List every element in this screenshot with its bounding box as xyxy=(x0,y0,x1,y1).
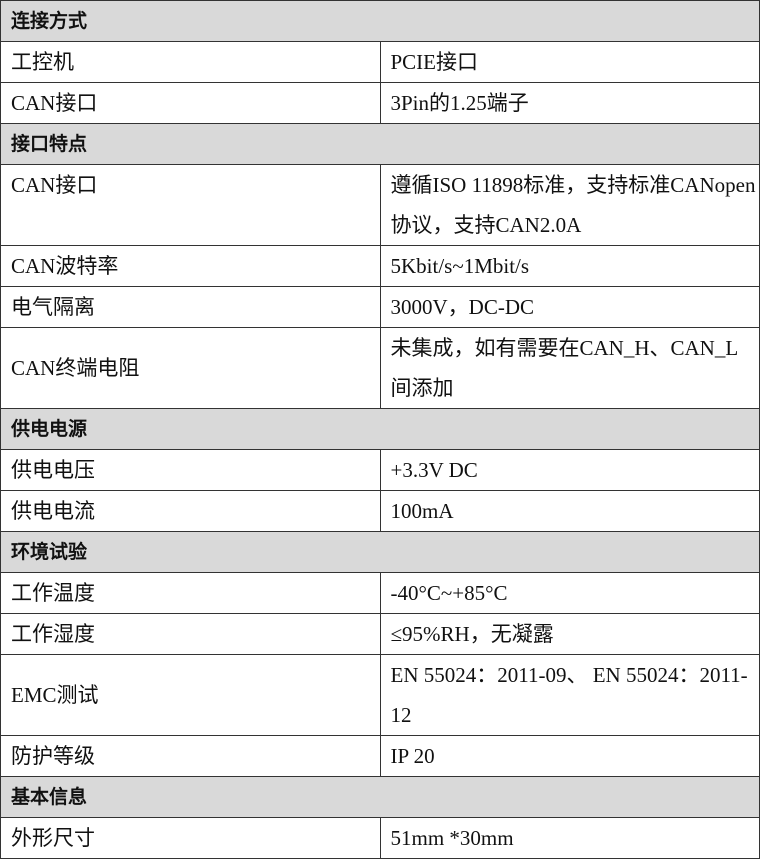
section-title: 环境试验 xyxy=(0,531,760,573)
row-label: CAN波特率 xyxy=(0,245,381,287)
row-label: CAN接口 xyxy=(0,164,381,246)
table-row: 供电电流 100mA xyxy=(0,490,760,532)
row-value: 遵循ISO 11898标准，支持标准CANopen协议，支持CAN2.0A xyxy=(379,164,760,246)
row-label: 供电电流 xyxy=(0,490,381,532)
table-row: CAN接口 遵循ISO 11898标准，支持标准CANopen协议，支持CAN2.… xyxy=(0,164,760,246)
row-label: 供电电压 xyxy=(0,449,381,491)
table-row: 供电电压 +3.3V DC xyxy=(0,449,760,491)
section-header: 接口特点 xyxy=(0,123,760,165)
section-title: 供电电源 xyxy=(0,408,760,450)
table-row: CAN波特率 5Kbit/s~1Mbit/s xyxy=(0,245,760,287)
section-title: 接口特点 xyxy=(0,123,760,165)
table-row: CAN终端电阻 未集成，如有需要在CAN_H、CAN_L间添加 xyxy=(0,327,760,409)
table-row: 外形尺寸 51mm *30mm xyxy=(0,817,760,859)
section-title: 连接方式 xyxy=(0,0,760,42)
row-value: 未集成，如有需要在CAN_H、CAN_L间添加 xyxy=(379,327,760,409)
row-value: EN 55024：2011-09、 EN 55024：2011-12 xyxy=(379,654,760,736)
row-label: 工控机 xyxy=(0,41,381,83)
row-value: 51mm *30mm xyxy=(379,817,760,859)
row-label: 外形尺寸 xyxy=(0,817,381,859)
row-value: 100mA xyxy=(379,490,760,532)
table-row: 电气隔离 3000V，DC-DC xyxy=(0,286,760,328)
row-label: 工作湿度 xyxy=(0,613,381,655)
table-row: 工控机 PCIE接口 xyxy=(0,41,760,83)
row-value: PCIE接口 xyxy=(379,41,760,83)
row-label: EMC测试 xyxy=(0,654,381,736)
row-label: CAN接口 xyxy=(0,82,381,124)
row-label: 防护等级 xyxy=(0,735,381,777)
section-header: 环境试验 xyxy=(0,531,760,573)
row-value: 3000V，DC-DC xyxy=(379,286,760,328)
row-label: 电气隔离 xyxy=(0,286,381,328)
table-row: 防护等级 IP 20 xyxy=(0,735,760,777)
table-row: CAN接口 3Pin的1.25端子 xyxy=(0,82,760,124)
section-title: 基本信息 xyxy=(0,776,760,818)
table-row: 工作温度 -40°C~+85°C xyxy=(0,572,760,614)
row-value: 3Pin的1.25端子 xyxy=(379,82,760,124)
table-row: EMC测试 EN 55024：2011-09、 EN 55024：2011-12 xyxy=(0,654,760,736)
row-value: -40°C~+85°C xyxy=(379,572,760,614)
row-value: ≤95%RH，无凝露 xyxy=(379,613,760,655)
table-row: 工作湿度 ≤95%RH，无凝露 xyxy=(0,613,760,655)
row-value: +3.3V DC xyxy=(379,449,760,491)
row-label: 工作温度 xyxy=(0,572,381,614)
section-header: 连接方式 xyxy=(0,0,760,42)
row-label: CAN终端电阻 xyxy=(0,327,381,409)
section-header: 供电电源 xyxy=(0,408,760,450)
row-value: IP 20 xyxy=(379,735,760,777)
row-value: 5Kbit/s~1Mbit/s xyxy=(379,245,760,287)
section-header: 基本信息 xyxy=(0,776,760,818)
